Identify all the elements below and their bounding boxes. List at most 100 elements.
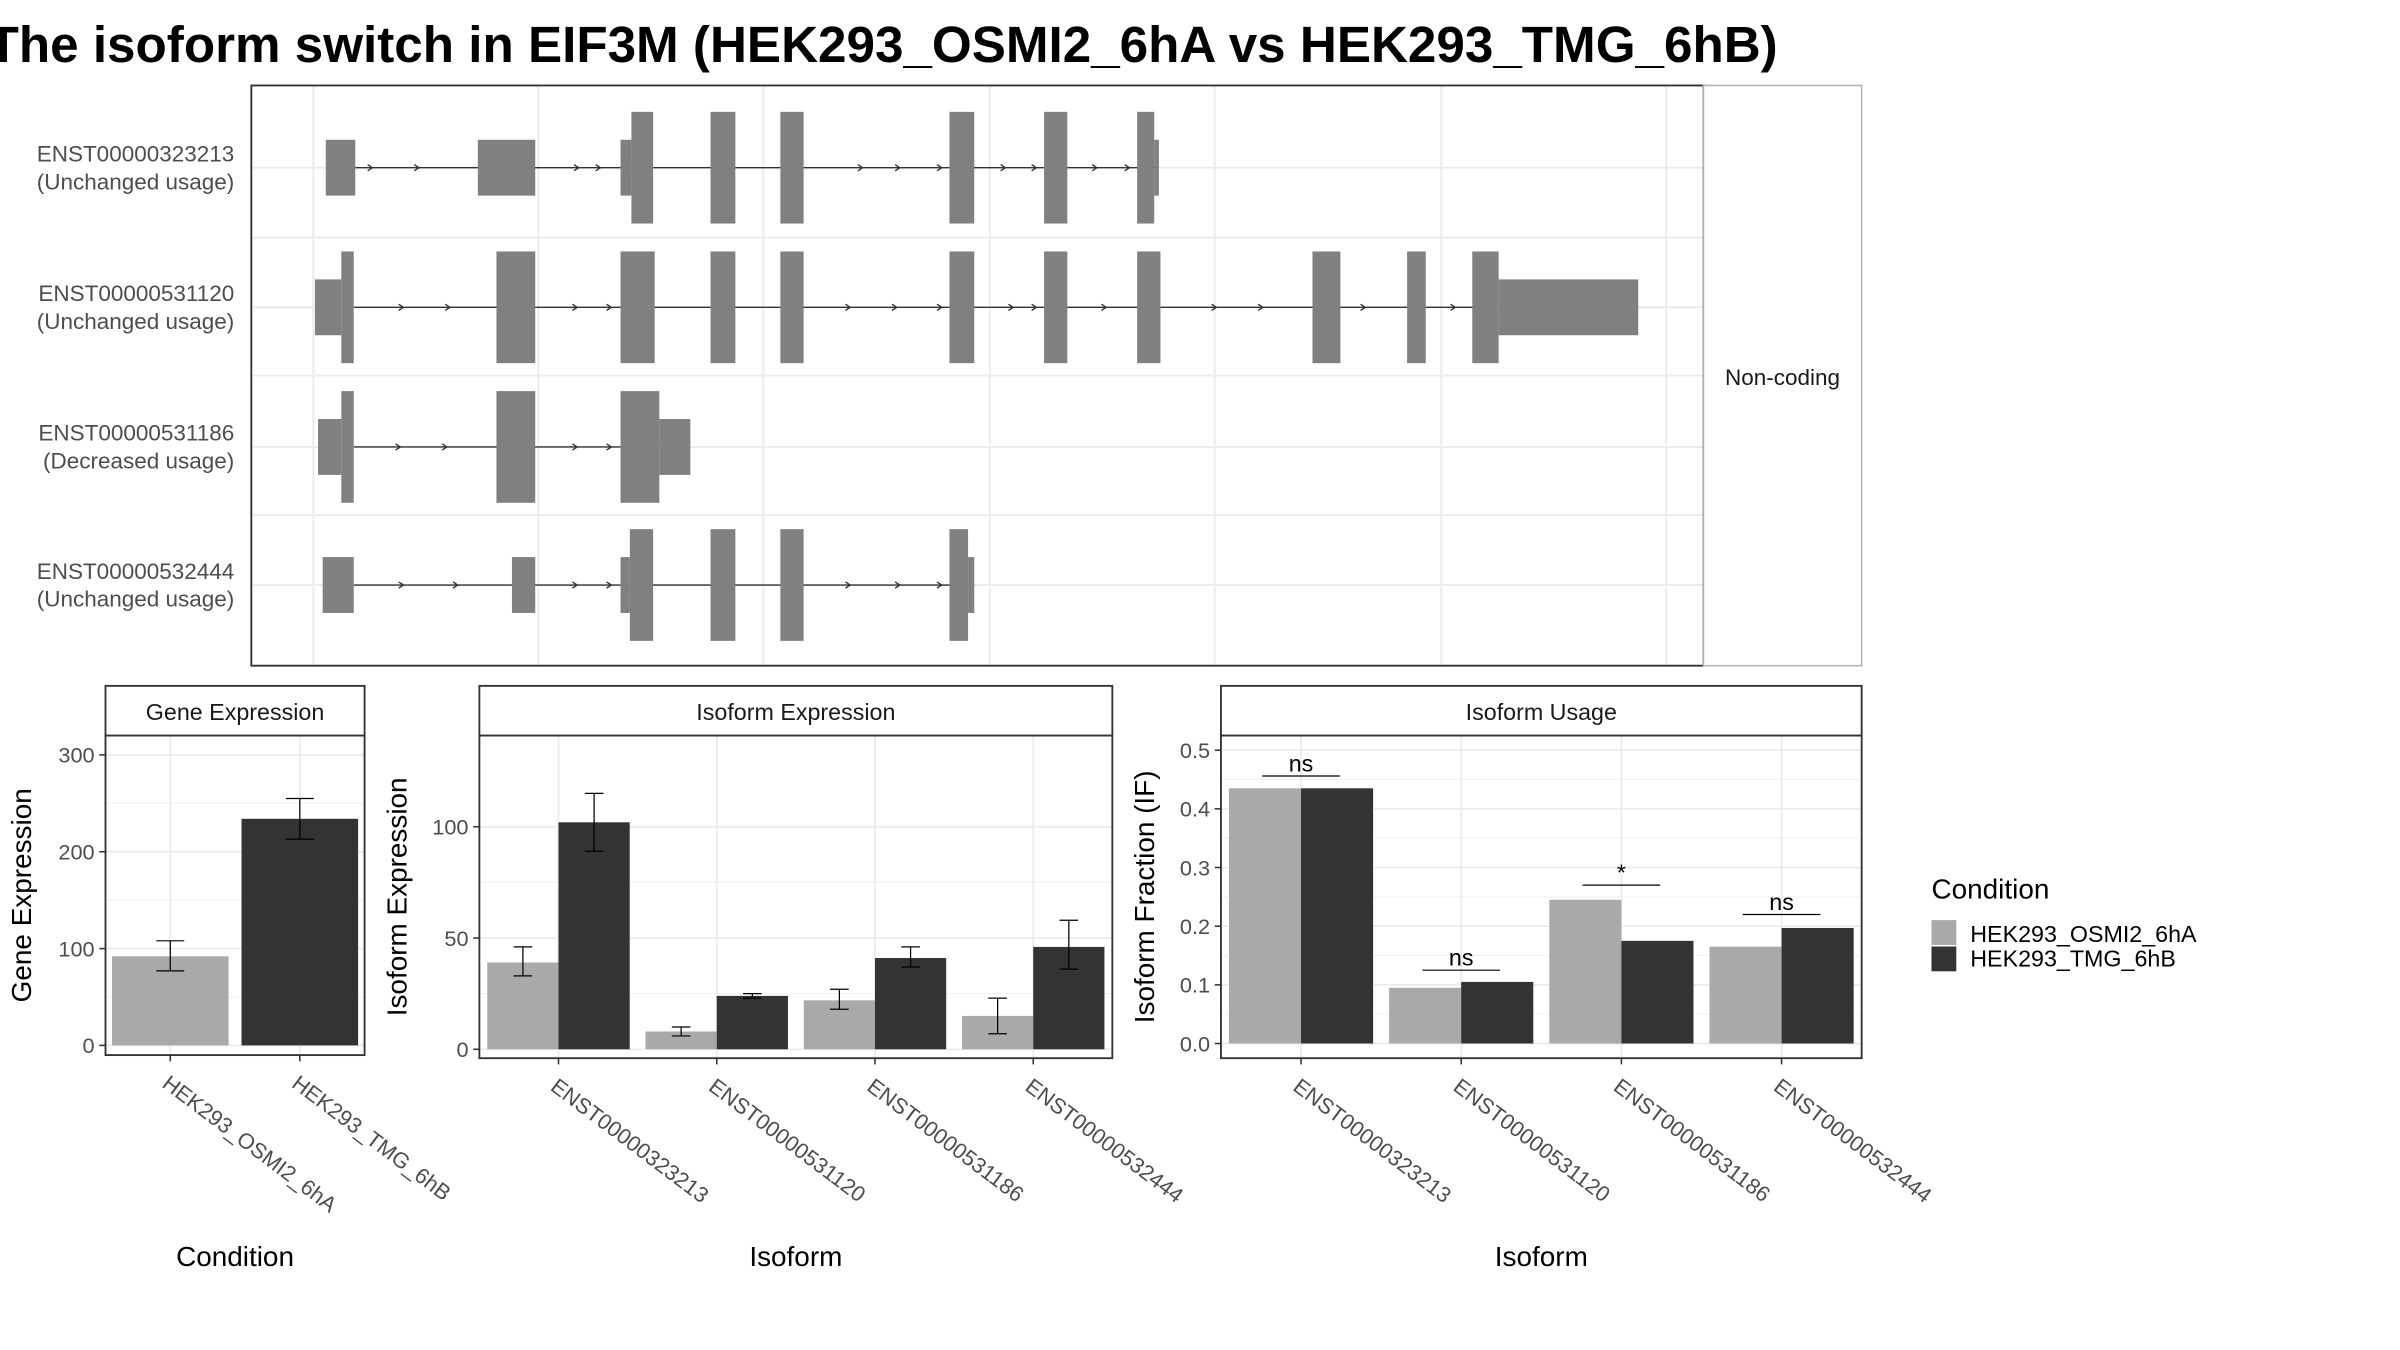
intron-arrow	[891, 303, 898, 312]
bar	[1228, 788, 1302, 1044]
x-tick-label: ENST00000531186	[863, 1073, 1029, 1207]
intron-arrow	[857, 164, 864, 172]
utr-exon	[314, 279, 342, 336]
intron-arrow	[398, 581, 405, 589]
intron-arrow	[398, 303, 405, 312]
legend: Condition HEK293_OSMI2_6hA HEK293_TMG_6h…	[1931, 873, 2197, 972]
bar	[1781, 927, 1854, 1044]
utr-exon	[322, 557, 354, 613]
intron-arrow	[606, 303, 613, 312]
transcript-id-label: ENST00000532444	[37, 559, 235, 584]
bar	[1549, 899, 1622, 1044]
transcript-structure-panel: Non-coding	[250, 84, 1863, 667]
coding-exon	[780, 111, 804, 224]
y-axis-title: Isoform Expression	[381, 777, 412, 1016]
y-axis-title: Isoform Fraction (IF)	[1129, 770, 1160, 1023]
intron-arrow	[572, 581, 579, 589]
coding-exon	[1472, 251, 1499, 364]
y-tick-label: 0	[83, 1033, 95, 1058]
x-axis-title: Isoform	[1495, 1241, 1588, 1272]
y-tick-label: 0.2	[1180, 914, 1210, 939]
coding-exon	[341, 391, 354, 503]
x-axis-title: Isoform	[749, 1241, 842, 1272]
intron-arrow	[572, 443, 579, 451]
legend-label-osmi2: HEK293_OSMI2_6hA	[1970, 921, 2197, 947]
x-tick-label: ENST00000531186	[1609, 1073, 1775, 1207]
significance-label: ns	[1289, 750, 1314, 776]
x-tick-label: ENST00000323213	[1289, 1073, 1456, 1208]
significance-label: ns	[1769, 889, 1794, 915]
strip	[1220, 684, 1863, 737]
coding-exon	[780, 251, 804, 364]
y-tick-label: 50	[444, 926, 468, 951]
y-axis-title: Gene Expression	[6, 788, 37, 1002]
transcript-usage-label: (Unchanged usage)	[37, 309, 235, 334]
coding-exon	[710, 529, 736, 641]
utr-exon	[477, 139, 536, 196]
y-tick-label: 0.4	[1180, 797, 1210, 822]
intron-arrow	[1031, 164, 1038, 172]
intron-arrow	[1101, 303, 1108, 312]
intron-arrow	[1091, 164, 1099, 172]
intron-arrow	[441, 443, 449, 451]
transcript-usage-label: (Unchanged usage)	[37, 169, 235, 194]
utr-exon	[318, 419, 342, 475]
utr-exon	[620, 139, 632, 196]
x-tick-label: ENST00000531120	[704, 1073, 870, 1207]
y-tick-label: 0.1	[1180, 973, 1210, 998]
y-tick-label: 100	[58, 936, 94, 961]
coding-exon	[341, 251, 354, 364]
intron-arrow	[936, 164, 943, 172]
strip	[478, 684, 1114, 737]
coding-exon	[949, 529, 969, 641]
coding-exon	[1044, 111, 1068, 224]
intron-arrow	[845, 581, 852, 589]
intron-arrow	[1360, 303, 1367, 312]
x-tick-label: ENST00000323213	[546, 1073, 713, 1208]
intron-arrow	[936, 303, 943, 312]
transcript-usage-label: (Decreased usage)	[43, 449, 234, 474]
coding-exon	[1312, 251, 1341, 364]
intron-arrow	[572, 303, 579, 312]
transcript-id-label: ENST00000531120	[38, 281, 234, 306]
isoform-usage-panel: 0.0 0.1 0.2 0.3 0.4 0.5 ns ns * ns ENST00000323213…	[1129, 684, 1937, 1272]
intron-arrow	[452, 581, 459, 589]
bar	[1389, 987, 1462, 1044]
utr-exon	[1154, 139, 1159, 196]
x-tick-label: ENST00000532444	[1021, 1073, 1188, 1208]
utr-exon	[620, 557, 630, 613]
bar	[716, 995, 788, 1050]
intron-arrow	[1000, 164, 1007, 172]
intron-arrow	[845, 303, 852, 312]
intron-arrow	[1124, 164, 1131, 172]
coding-exon	[629, 529, 654, 641]
y-tick-label: 0.3	[1180, 855, 1210, 880]
coding-exon	[496, 391, 536, 503]
legend-swatch-tmg	[1931, 946, 1957, 972]
coding-exon	[710, 251, 736, 364]
y-tick-label: 0.0	[1180, 1031, 1210, 1056]
intron-arrow	[413, 164, 421, 172]
transcript-id-label: ENST00000323213	[37, 141, 235, 166]
bar	[241, 818, 359, 1046]
y-tick-label: 100	[432, 815, 468, 840]
structure-transcripts	[314, 111, 1639, 641]
legend-title: Condition	[1931, 873, 2049, 904]
intron-arrow	[1211, 303, 1218, 312]
significance-label: ns	[1449, 945, 1474, 971]
transcript-usage-label: (Unchanged usage)	[37, 587, 235, 612]
coding-exon	[1044, 251, 1068, 364]
utr-exon	[511, 557, 536, 613]
intron-arrow	[573, 164, 580, 172]
intron-arrow	[395, 443, 402, 451]
intron-arrow	[1008, 303, 1015, 312]
transcript-id-label: ENST00000531186	[38, 421, 234, 446]
y-tick-label: 200	[58, 839, 94, 864]
strip-label: Isoform Usage	[1466, 699, 1617, 725]
coding-exon	[949, 251, 975, 364]
utr-exon	[325, 139, 356, 196]
x-axis-title: Condition	[176, 1241, 294, 1272]
intron-arrow	[595, 164, 602, 172]
y-tick-label: 0.5	[1180, 738, 1210, 763]
